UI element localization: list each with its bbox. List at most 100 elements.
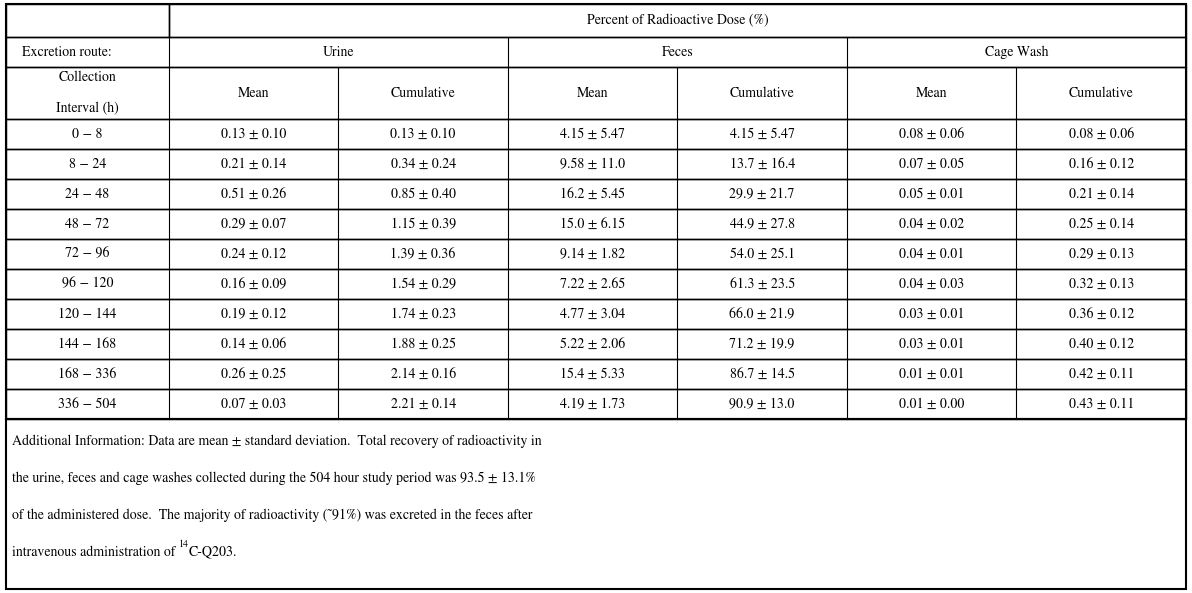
- Text: 44.9 ± 27.8: 44.9 ± 27.8: [730, 217, 795, 231]
- Text: 1.15 ± 0.39: 1.15 ± 0.39: [391, 217, 455, 231]
- Bar: [169, 4, 1186, 37]
- Text: 0.08 ± 0.06: 0.08 ± 0.06: [1068, 127, 1134, 141]
- Text: 29.9 ± 21.7: 29.9 ± 21.7: [730, 187, 795, 200]
- Text: 0.04 ± 0.02: 0.04 ± 0.02: [899, 217, 964, 231]
- Text: 0.03 ± 0.01: 0.03 ± 0.01: [899, 307, 964, 321]
- Text: 0.07 ± 0.03: 0.07 ± 0.03: [221, 397, 286, 411]
- Text: 0.85 ± 0.40: 0.85 ± 0.40: [391, 187, 455, 200]
- Bar: [6, 67, 1186, 119]
- Text: 0.07 ± 0.05: 0.07 ± 0.05: [899, 157, 964, 171]
- Text: 0.01 ± 0.01: 0.01 ± 0.01: [899, 367, 964, 381]
- Text: 9.14 ± 1.82: 9.14 ± 1.82: [560, 247, 626, 261]
- Text: 7.22 ± 2.65: 7.22 ± 2.65: [560, 278, 626, 291]
- Text: Cumulative: Cumulative: [1069, 87, 1134, 100]
- Text: Mean: Mean: [238, 87, 269, 100]
- Text: 0 − 8: 0 − 8: [73, 127, 103, 141]
- Text: 0.29 ± 0.13: 0.29 ± 0.13: [1068, 247, 1134, 261]
- Text: 4.15 ± 5.47: 4.15 ± 5.47: [560, 127, 625, 141]
- Text: 0.05 ± 0.01: 0.05 ± 0.01: [899, 187, 964, 200]
- Bar: [6, 4, 169, 37]
- Text: 72 − 96: 72 − 96: [66, 247, 110, 261]
- Text: 336 − 504: 336 − 504: [58, 397, 117, 411]
- Bar: [6, 329, 1186, 359]
- Text: 0.01 ± 0.00: 0.01 ± 0.00: [899, 397, 964, 411]
- Text: 24 − 48: 24 − 48: [66, 187, 110, 200]
- Text: 0.13 ± 0.10: 0.13 ± 0.10: [391, 127, 455, 141]
- Text: 168 − 336: 168 − 336: [58, 367, 117, 381]
- Text: 2.14 ± 0.16: 2.14 ± 0.16: [391, 367, 455, 381]
- Text: 96 − 120: 96 − 120: [62, 278, 113, 291]
- Text: Mean: Mean: [915, 87, 948, 100]
- Text: 1.88 ± 0.25: 1.88 ± 0.25: [391, 337, 455, 350]
- Bar: [6, 419, 1186, 589]
- Text: 15.4 ± 5.33: 15.4 ± 5.33: [560, 367, 625, 381]
- Text: 0.14 ± 0.06: 0.14 ± 0.06: [221, 337, 286, 350]
- Text: 0.16 ± 0.12: 0.16 ± 0.12: [1068, 157, 1134, 171]
- Text: 14: 14: [179, 547, 188, 557]
- Text: 9.58 ± 11.0: 9.58 ± 11.0: [560, 157, 626, 171]
- Bar: [6, 119, 1186, 149]
- Text: 4.15 ± 5.47: 4.15 ± 5.47: [730, 127, 795, 141]
- Text: 15.0 ± 6.15: 15.0 ± 6.15: [560, 217, 626, 231]
- Bar: [6, 209, 1186, 239]
- Text: 0.34 ± 0.24: 0.34 ± 0.24: [391, 157, 455, 171]
- Text: 0.13 ± 0.10: 0.13 ± 0.10: [221, 127, 286, 141]
- Text: 66.0 ± 21.9: 66.0 ± 21.9: [730, 307, 795, 321]
- Text: 5.22 ± 2.06: 5.22 ± 2.06: [560, 337, 626, 350]
- Text: 0.42 ± 0.11: 0.42 ± 0.11: [1068, 367, 1134, 381]
- Text: 16.2 ± 5.45: 16.2 ± 5.45: [560, 187, 625, 200]
- Bar: [6, 179, 1186, 209]
- Bar: [6, 359, 1186, 389]
- Bar: [6, 239, 1186, 269]
- Text: 86.7 ± 14.5: 86.7 ± 14.5: [730, 367, 795, 381]
- Text: Feces: Feces: [662, 45, 694, 59]
- Text: 0.03 ± 0.01: 0.03 ± 0.01: [899, 337, 964, 350]
- Text: 1.54 ± 0.29: 1.54 ± 0.29: [391, 278, 455, 291]
- Text: Cage Wash: Cage Wash: [985, 45, 1048, 59]
- Text: 0.51 ± 0.26: 0.51 ± 0.26: [221, 187, 286, 200]
- Text: 13.7 ± 16.4: 13.7 ± 16.4: [730, 157, 795, 171]
- Text: Cumulative: Cumulative: [730, 87, 795, 100]
- Text: Collection

Interval (h): Collection Interval (h): [56, 71, 119, 115]
- Bar: [6, 299, 1186, 329]
- Text: 71.2 ± 19.9: 71.2 ± 19.9: [730, 337, 795, 350]
- Text: 8 − 24: 8 − 24: [69, 157, 106, 171]
- Text: Percent of Radioactive Dose (%): Percent of Radioactive Dose (%): [586, 14, 768, 27]
- Text: 0.40 ± 0.12: 0.40 ± 0.12: [1068, 337, 1134, 350]
- Bar: [6, 389, 1186, 419]
- Bar: [6, 149, 1186, 179]
- Text: Additional Information: Data are mean ± standard deviation.  Total recovery of r: Additional Information: Data are mean ± …: [12, 435, 541, 448]
- Text: 0.08 ± 0.06: 0.08 ± 0.06: [899, 127, 964, 141]
- Text: 48 − 72: 48 − 72: [66, 217, 110, 231]
- Text: 90.9 ± 13.0: 90.9 ± 13.0: [730, 397, 795, 411]
- Text: 0.04 ± 0.01: 0.04 ± 0.01: [899, 247, 964, 261]
- Text: C-Q203.: C-Q203.: [188, 546, 237, 559]
- Text: 0.21 ± 0.14: 0.21 ± 0.14: [221, 157, 286, 171]
- Text: intravenous administration of: intravenous administration of: [12, 546, 179, 559]
- Text: 0.24 ± 0.12: 0.24 ± 0.12: [221, 247, 286, 261]
- Text: of the administered dose.  The majority of radioactivity (˜91%) was excreted in : of the administered dose. The majority o…: [12, 508, 533, 522]
- Text: 0.16 ± 0.09: 0.16 ± 0.09: [221, 278, 286, 291]
- Text: 1.39 ± 0.36: 1.39 ± 0.36: [391, 247, 455, 261]
- Text: 4.19 ± 1.73: 4.19 ± 1.73: [560, 397, 626, 411]
- Text: 0.19 ± 0.12: 0.19 ± 0.12: [221, 307, 286, 321]
- Text: 2.21 ± 0.14: 2.21 ± 0.14: [391, 397, 455, 411]
- Text: 14: 14: [179, 540, 188, 549]
- Text: 0.04 ± 0.03: 0.04 ± 0.03: [899, 278, 964, 291]
- Text: 0.29 ± 0.07: 0.29 ± 0.07: [221, 217, 286, 231]
- Text: 120 − 144: 120 − 144: [58, 307, 117, 321]
- Text: 0.25 ± 0.14: 0.25 ± 0.14: [1069, 217, 1134, 231]
- Text: 0.36 ± 0.12: 0.36 ± 0.12: [1068, 307, 1134, 321]
- Text: Mean: Mean: [577, 87, 608, 100]
- Text: 1.74 ± 0.23: 1.74 ± 0.23: [391, 307, 455, 321]
- Bar: [6, 37, 1186, 67]
- Text: Urine: Urine: [323, 45, 354, 59]
- Text: Cumulative: Cumulative: [391, 87, 455, 100]
- Text: Excretion route:: Excretion route:: [23, 45, 112, 59]
- Text: 54.0 ± 25.1: 54.0 ± 25.1: [730, 247, 795, 261]
- Text: 144 − 168: 144 − 168: [58, 337, 117, 350]
- Text: 0.43 ± 0.11: 0.43 ± 0.11: [1068, 397, 1134, 411]
- Bar: [6, 269, 1186, 299]
- Text: 4.77 ± 3.04: 4.77 ± 3.04: [560, 307, 626, 321]
- Text: 0.21 ± 0.14: 0.21 ± 0.14: [1068, 187, 1134, 200]
